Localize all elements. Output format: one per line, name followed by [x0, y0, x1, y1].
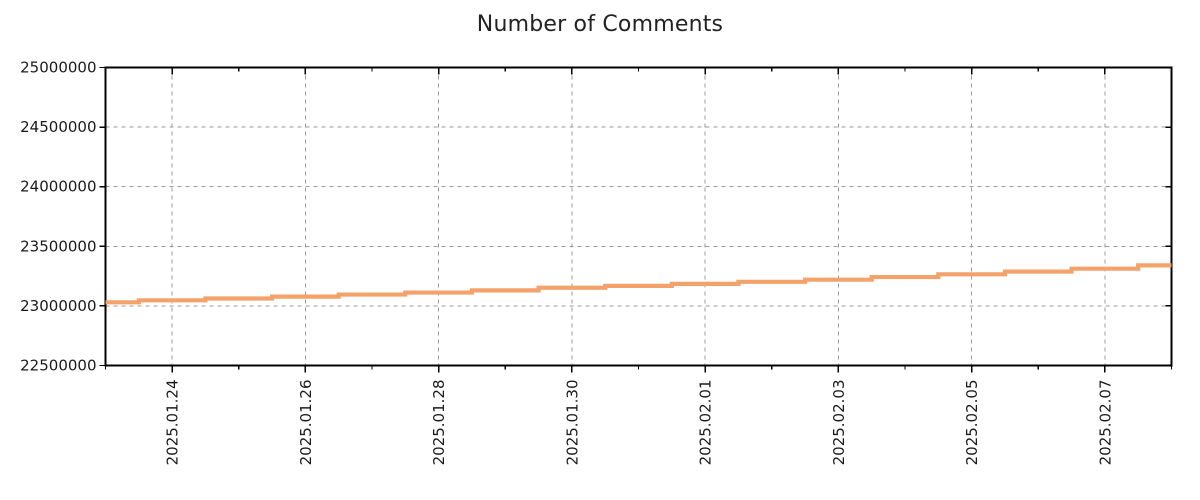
y-axis-tick-label: 23000000: [20, 297, 96, 315]
x-axis-tick-label: 2025.01.24: [164, 380, 182, 466]
data-series-line: [105, 263, 1172, 305]
y-axis-tick-label: 22500000: [20, 357, 96, 375]
x-axis-tick-label: 2025.01.30: [563, 380, 581, 466]
y-axis-tick-label: 24000000: [20, 178, 96, 196]
y-axis-tick-label: 23500000: [20, 237, 96, 255]
x-axis-tick-label: 2025.01.26: [297, 380, 315, 466]
x-axis-tick-label: 2025.02.01: [697, 380, 715, 466]
x-axis-tick-label: 2025.02.07: [1096, 380, 1114, 466]
plot-frame: [104, 66, 1173, 367]
series-line-number-of-comments: [105, 263, 1172, 305]
chart-title: Number of Comments: [476, 12, 724, 37]
x-axis-tick-label: 2025.02.03: [830, 380, 848, 466]
y-axis-tick-labels: 25000000 24500000 24000000 23500000 23000000…: [20, 59, 96, 375]
x-axis-tick-labels: 2025.01.24 2025.01.26 2025.01.28 2025.01.30…: [164, 380, 1115, 466]
x-axis-tick-label: 2025.02.05: [963, 380, 981, 466]
x-axis-ticks: [104, 67, 1173, 373]
grid-lines: [105, 67, 1172, 366]
x-axis-tick-label: 2025.01.28: [430, 380, 448, 466]
y-axis-ticks: [99, 66, 1172, 367]
y-axis-tick-label: 24500000: [20, 118, 96, 136]
y-axis-tick-label: 25000000: [20, 59, 96, 77]
